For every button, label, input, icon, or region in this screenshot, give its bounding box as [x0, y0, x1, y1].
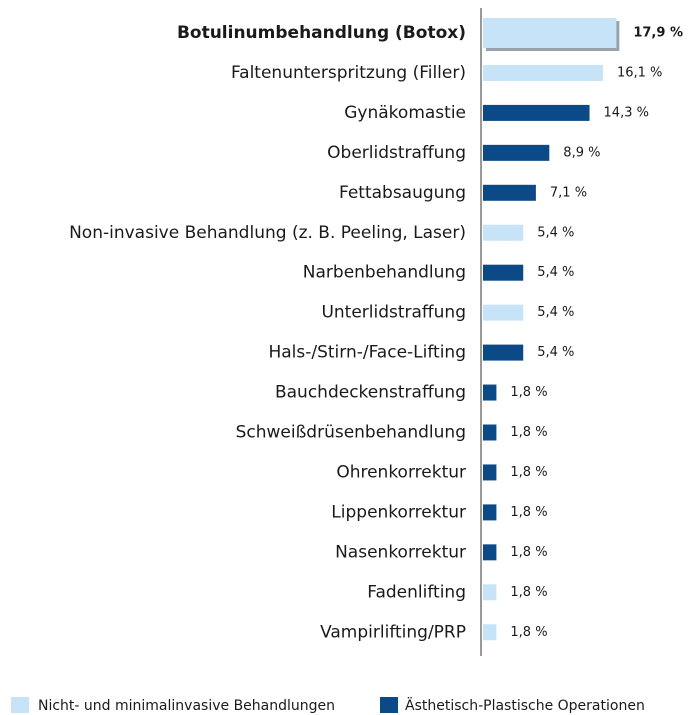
bar: [483, 184, 536, 201]
bar: [483, 18, 617, 48]
category-label: Schweißdrüsenbehandlung: [236, 423, 466, 443]
value-label: 5,4 %: [537, 225, 574, 240]
category-label: Vampirlifting/PRP: [320, 622, 466, 642]
category-label: Bauchdeckenstraffung: [275, 383, 466, 403]
bar: [483, 104, 590, 121]
category-label: Fadenlifting: [367, 582, 466, 602]
value-label: 1,8 %: [510, 625, 547, 640]
category-label: Hals-/Stirn-/Face-Lifting: [268, 343, 466, 363]
value-label: 14,3 %: [604, 105, 649, 120]
value-label: 7,1 %: [550, 185, 587, 200]
bar: [483, 304, 524, 321]
bar: [483, 384, 497, 401]
value-label: 17,9 %: [633, 26, 683, 41]
legend-label: Ästhetisch-Plastische Operationen: [405, 696, 645, 714]
value-label: 5,4 %: [537, 265, 574, 280]
bar: [483, 584, 497, 601]
bar: [483, 64, 603, 81]
value-label: 1,8 %: [510, 505, 547, 520]
value-label: 5,4 %: [537, 305, 574, 320]
value-label: 8,9 %: [563, 145, 600, 160]
bar: [483, 424, 497, 441]
bar: [483, 224, 524, 241]
category-label: Fettabsaugung: [339, 183, 466, 203]
category-label: Botulinumbehandlung (Botox): [177, 23, 466, 43]
legend-label: Nicht- und minimalinvasive Behandlungen: [38, 698, 335, 714]
category-label: Faltenunterspritzung (Filler): [231, 63, 466, 83]
value-label: 5,4 %: [537, 345, 574, 360]
legend-swatch: [380, 697, 398, 713]
category-label: Unterlidstraffung: [321, 303, 466, 323]
value-label: 1,8 %: [510, 545, 547, 560]
category-label: Narbenbehandlung: [303, 263, 466, 283]
value-label: 1,8 %: [510, 425, 547, 440]
value-label: 1,8 %: [510, 385, 547, 400]
category-label: Gynäkomastie: [344, 103, 466, 123]
category-label: Lippenkorrektur: [331, 502, 466, 522]
value-label: 1,8 %: [510, 585, 547, 600]
bar: [483, 344, 524, 361]
category-label: Oberlidstraffung: [327, 143, 466, 163]
category-label: Non-invasive Behandlung (z. B. Peeling, …: [69, 223, 466, 243]
bar: [483, 464, 497, 481]
bar: [483, 144, 550, 161]
category-label: Nasenkorrektur: [335, 542, 466, 562]
value-label: 1,8 %: [510, 465, 547, 480]
bar: [483, 504, 497, 521]
bar: [483, 624, 497, 641]
category-label: Ohrenkorrektur: [336, 462, 466, 482]
value-label: 16,1 %: [617, 65, 662, 80]
legend-swatch: [11, 697, 29, 713]
bar: [483, 264, 524, 281]
bar: [483, 544, 497, 561]
